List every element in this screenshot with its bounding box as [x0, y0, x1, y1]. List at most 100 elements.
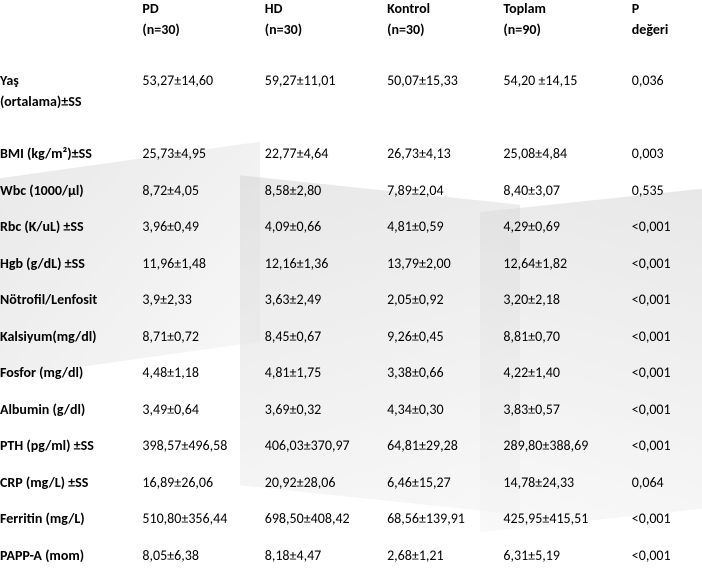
cell-kontrol: 64,81±29,28	[387, 437, 503, 474]
stats-table: PD (n=30) HD (n=30) Kontrol (n=30) Topla…	[0, 0, 702, 580]
table-row: Kalsiyum(mg/dl) 8,71±0,72 8,45±0,67 9,26…	[0, 328, 702, 365]
col-header-p: P değeri	[632, 0, 702, 72]
cell-pd: 510,80±356,44	[142, 510, 264, 547]
cell-toplam: 425,95±415,51	[503, 510, 631, 547]
cell-p: <0,001	[632, 437, 702, 474]
table-header-row: PD (n=30) HD (n=30) Kontrol (n=30) Topla…	[0, 0, 702, 72]
row-label: Yaş (ortalama)±SS	[0, 72, 142, 145]
cell-p: <0,001	[632, 291, 702, 328]
header-toplam-l1: Toplam	[503, 0, 546, 17]
header-hd-l2: (n=30)	[265, 21, 387, 38]
cell-toplam: 14,78±24,33	[503, 474, 631, 511]
cell-p: <0,001	[632, 218, 702, 255]
row-label: Ferritin (mg/L)	[0, 510, 142, 547]
cell-hd: 4,81±1,75	[265, 364, 387, 401]
cell-pd: 398,57±496,58	[142, 437, 264, 474]
cell-toplam: 6,31±5,19	[503, 547, 631, 580]
row-label: BMI (kg/m²)±SS	[0, 145, 142, 182]
cell-kontrol: 2,68±1,21	[387, 547, 503, 580]
header-kontrol-l2: (n=30)	[387, 21, 503, 38]
col-header-kontrol: Kontrol (n=30)	[387, 0, 503, 72]
cell-hd: 12,16±1,36	[265, 255, 387, 292]
cell-pd: 8,71±0,72	[142, 328, 264, 365]
cell-hd: 8,58±2,80	[265, 182, 387, 219]
cell-pd: 11,96±1,48	[142, 255, 264, 292]
table-row: Nötrofil/Lenfosit 3,9±2,33 3,63±2,49 2,0…	[0, 291, 702, 328]
cell-pd: 53,27±14,60	[142, 72, 264, 145]
row-label: Fosfor (mg/dl)	[0, 364, 142, 401]
cell-p: <0,001	[632, 510, 702, 547]
header-p-l1: P	[632, 0, 639, 17]
cell-p: <0,001	[632, 328, 702, 365]
table-row: PTH (pg/ml) ±SS 398,57±496,58 406,03±370…	[0, 437, 702, 474]
cell-hd: 20,92±28,06	[265, 474, 387, 511]
cell-kontrol: 50,07±15,33	[387, 72, 503, 145]
row-label: PTH (pg/ml) ±SS	[0, 437, 142, 474]
cell-p: <0,001	[632, 547, 702, 580]
table-row: Hgb (g/dL) ±SS 11,96±1,48 12,16±1,36 13,…	[0, 255, 702, 292]
header-toplam-l2: (n=90)	[503, 21, 631, 38]
cell-hd: 4,09±0,66	[265, 218, 387, 255]
cell-pd: 8,72±4,05	[142, 182, 264, 219]
col-header-pd: PD (n=30)	[142, 0, 264, 72]
cell-kontrol: 9,26±0,45	[387, 328, 503, 365]
cell-kontrol: 3,38±0,66	[387, 364, 503, 401]
cell-toplam: 4,29±0,69	[503, 218, 631, 255]
table-row: Rbc (K/uL) ±SS 3,96±0,49 4,09±0,66 4,81±…	[0, 218, 702, 255]
cell-toplam: 3,20±2,18	[503, 291, 631, 328]
cell-toplam: 54,20 ±14,15	[503, 72, 631, 145]
row-label: PAPP-A (mom)	[0, 547, 142, 580]
cell-pd: 8,05±6,38	[142, 547, 264, 580]
row-label: Albumin (g/dl)	[0, 401, 142, 438]
cell-pd: 4,48±1,18	[142, 364, 264, 401]
cell-toplam: 289,80±388,69	[503, 437, 631, 474]
header-hd-l1: HD	[265, 0, 283, 17]
table-row: Albumin (g/dl) 3,49±0,64 3,69±0,32 4,34±…	[0, 401, 702, 438]
table-row: Wbc (1000/µl) 8,72±4,05 8,58±2,80 7,89±2…	[0, 182, 702, 219]
cell-hd: 8,18±4,47	[265, 547, 387, 580]
header-pd-l2: (n=30)	[142, 21, 264, 38]
table-row: PAPP-A (mom) 8,05±6,38 8,18±4,47 2,68±1,…	[0, 547, 702, 580]
cell-toplam: 8,40±3,07	[503, 182, 631, 219]
row-label: Hgb (g/dL) ±SS	[0, 255, 142, 292]
cell-p: 0,064	[632, 474, 702, 511]
table-row: Ferritin (mg/L) 510,80±356,44 698,50±408…	[0, 510, 702, 547]
cell-pd: 25,73±4,95	[142, 145, 264, 182]
cell-toplam: 3,83±0,57	[503, 401, 631, 438]
cell-hd: 698,50±408,42	[265, 510, 387, 547]
cell-kontrol: 2,05±0,92	[387, 291, 503, 328]
cell-kontrol: 26,73±4,13	[387, 145, 503, 182]
cell-hd: 406,03±370,97	[265, 437, 387, 474]
row-label: Nötrofil/Lenfosit	[0, 291, 142, 328]
row-label: Rbc (K/uL) ±SS	[0, 218, 142, 255]
row-label-l1: Yaş	[0, 72, 19, 89]
header-kontrol-l1: Kontrol	[387, 0, 430, 17]
cell-hd: 59,27±11,01	[265, 72, 387, 145]
cell-p: 0,036	[632, 72, 702, 145]
cell-hd: 3,69±0,32	[265, 401, 387, 438]
header-pd-l1: PD	[142, 0, 158, 17]
col-header-toplam: Toplam (n=90)	[503, 0, 631, 72]
cell-toplam: 12,64±1,82	[503, 255, 631, 292]
row-label: CRP (mg/L) ±SS	[0, 474, 142, 511]
table-row: Yaş (ortalama)±SS 53,27±14,60 59,27±11,0…	[0, 72, 702, 145]
cell-pd: 3,96±0,49	[142, 218, 264, 255]
cell-kontrol: 13,79±2,00	[387, 255, 503, 292]
cell-toplam: 4,22±1,40	[503, 364, 631, 401]
cell-p: <0,001	[632, 401, 702, 438]
table-row: BMI (kg/m²)±SS 25,73±4,95 22,77±4,64 26,…	[0, 145, 702, 182]
cell-p: 0,535	[632, 182, 702, 219]
cell-p: <0,001	[632, 364, 702, 401]
cell-pd: 16,89±26,06	[142, 474, 264, 511]
col-header-hd: HD (n=30)	[265, 0, 387, 72]
row-label-l2: (ortalama)±SS	[0, 93, 142, 110]
cell-hd: 22,77±4,64	[265, 145, 387, 182]
cell-kontrol: 7,89±2,04	[387, 182, 503, 219]
cell-p: 0,003	[632, 145, 702, 182]
header-p-l2: değeri	[632, 21, 702, 38]
cell-kontrol: 6,46±15,27	[387, 474, 503, 511]
row-label: Wbc (1000/µl)	[0, 182, 142, 219]
cell-hd: 8,45±0,67	[265, 328, 387, 365]
cell-pd: 3,49±0,64	[142, 401, 264, 438]
cell-kontrol: 68,56±139,91	[387, 510, 503, 547]
